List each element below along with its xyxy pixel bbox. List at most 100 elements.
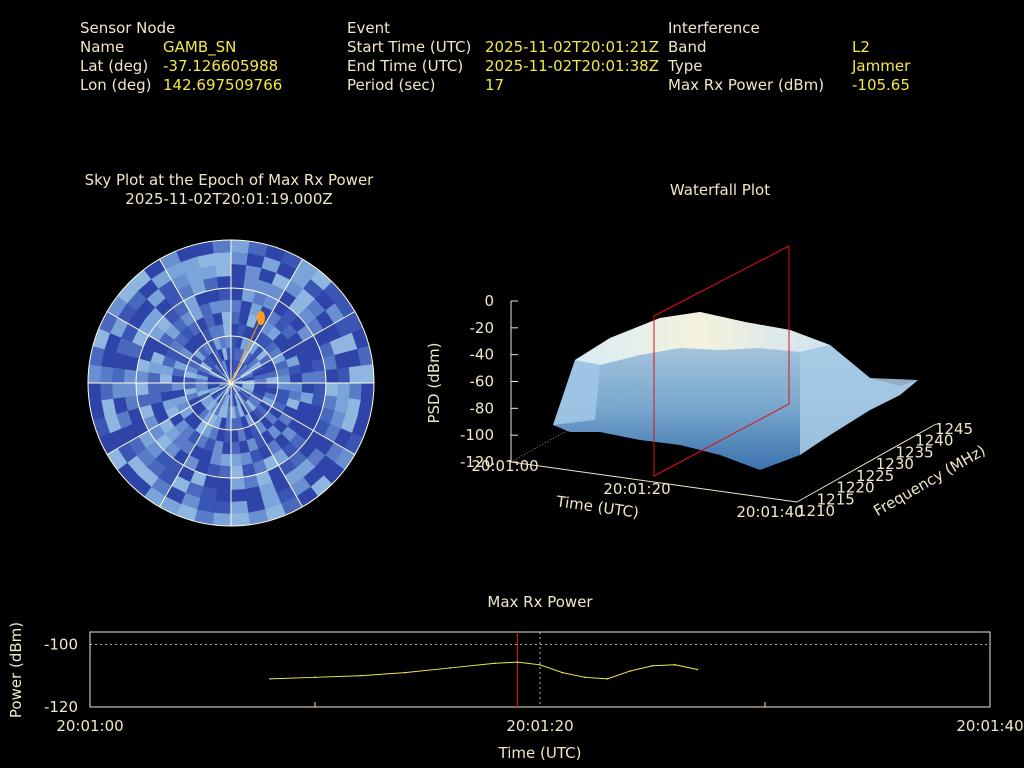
sky-cell <box>348 365 363 384</box>
wf-z-ticks: 0 -20 -40 -60 -80 -100 -120 <box>460 292 518 471</box>
sky-cell <box>135 370 149 384</box>
sky-cell <box>313 382 327 396</box>
maxrx-x-tick-label: 20:01:00 <box>56 717 123 735</box>
sky-cell <box>230 477 246 491</box>
sky-cell <box>230 500 249 515</box>
maxrx-point <box>561 671 564 674</box>
wf-time-tick-label: 20:01:00 <box>471 457 538 475</box>
maxrx-point <box>606 678 609 680</box>
sky-cell <box>212 512 232 526</box>
maxrx-point <box>404 671 406 674</box>
sky-cell <box>218 465 232 479</box>
sky-cell <box>230 240 250 254</box>
sky-spoke <box>230 382 356 455</box>
maxrx-grid <box>90 632 990 707</box>
sky-cell <box>99 382 114 401</box>
sky-cell <box>221 311 232 325</box>
wf-z-tick-label: -20 <box>470 319 495 337</box>
maxrx-chart: -100 -120 20:01:00 20:01:20 20:01:40 Time (… <box>7 622 1024 762</box>
sky-cell <box>135 382 149 396</box>
sky-cell <box>88 364 102 384</box>
sky-cell <box>230 429 240 443</box>
interference-band-label: Band <box>668 38 707 56</box>
maxrx-y-tick-label: -100 <box>44 636 78 654</box>
maxrx-x-tick-label: 20:01:20 <box>506 717 573 735</box>
maxrx-point <box>539 664 541 666</box>
sky-cell <box>230 453 243 467</box>
sky-cell <box>171 382 185 392</box>
wf-z-tick-label: 0 <box>484 292 494 310</box>
sky-hotspot <box>257 311 265 325</box>
sky-cell <box>337 382 351 399</box>
sky-cell <box>216 477 232 491</box>
interference-band-value: L2 <box>852 38 870 56</box>
sky-cell <box>230 251 249 266</box>
wf-freq-tick-label: 1240 <box>915 432 953 450</box>
maxrx-x-tick-label: 20:01:40 <box>956 717 1023 735</box>
sky-grid <box>87 239 375 527</box>
event-period-value: 17 <box>485 76 505 94</box>
sky-cell <box>216 275 232 289</box>
sky-cell <box>123 368 137 384</box>
sensor-lon-value: 142.697509766 <box>163 76 283 94</box>
wf-z-tick-label: -60 <box>470 373 495 391</box>
sensor-lat-label: Lat (deg) <box>80 57 149 75</box>
sky-cell <box>213 251 232 266</box>
maxrx-point <box>696 668 699 671</box>
wf-freq-tick-label: 1225 <box>856 467 894 485</box>
sky-cell <box>99 365 114 384</box>
sky-cell <box>230 441 241 455</box>
sensor-node-title: Sensor Node <box>80 19 176 37</box>
maxrx-title: Max Rx Power <box>487 593 593 611</box>
waterfall-plot: 0 -20 -40 -60 -80 -100 -120 PSD (dBm) 20:01:00… <box>425 245 989 522</box>
sky-spokes <box>88 240 374 526</box>
wf-surface-right <box>800 345 918 455</box>
sky-spoke <box>106 311 232 384</box>
wf-z-tick-label: -40 <box>470 346 495 364</box>
maxrx-y-label: Power (dBm) <box>7 622 25 718</box>
wf-z-tick-label: -120 <box>460 453 494 471</box>
wf-freq-tick-label: 1245 <box>935 420 973 438</box>
sky-cell <box>159 382 173 393</box>
wf-time-tick-label: 20:01:40 <box>736 503 803 521</box>
maxrx-series-points <box>269 661 699 680</box>
sensor-name-label: Name <box>80 38 125 56</box>
maxrx-point <box>314 676 316 679</box>
sky-plot <box>87 239 375 527</box>
interference-title: Interference <box>668 19 760 37</box>
sky-cell <box>230 465 244 479</box>
sky-cell <box>289 373 303 384</box>
event-title: Event <box>347 19 390 37</box>
sky-cell <box>222 323 232 337</box>
sky-cell <box>325 368 339 384</box>
sky-cell <box>111 382 125 399</box>
wf-time-axis <box>510 461 798 503</box>
sky-cell <box>88 382 102 402</box>
sky-cell <box>325 382 339 398</box>
sky-cell <box>215 263 232 277</box>
maxrx-x-ticks: 20:01:00 20:01:20 20:01:40 <box>56 717 1023 735</box>
interference-power-value: -105.65 <box>852 76 910 94</box>
sky-cell <box>219 453 232 467</box>
maxrx-point <box>651 664 654 667</box>
sky-cell <box>348 382 363 401</box>
sky-cell <box>360 364 374 384</box>
interference-type-value: Jammer <box>852 57 911 75</box>
sky-plot-title: Sky Plot at the Epoch of Max Rx Power <box>84 171 374 189</box>
sky-cell <box>301 371 315 384</box>
sky-cell <box>337 367 351 384</box>
wf-freq-tick-label: 1210 <box>797 502 835 520</box>
event-start-value: 2025-11-02T20:01:21Z <box>485 38 659 56</box>
sky-cell <box>111 367 125 384</box>
maxrx-y-tick-label: -120 <box>44 698 78 716</box>
wf-freq-tick-label: 1215 <box>817 490 855 508</box>
sky-spoke <box>230 258 303 384</box>
sky-cell <box>147 371 161 384</box>
maxrx-point <box>674 664 676 666</box>
sky-cell <box>147 382 161 395</box>
wf-time-ticks: 20:01:00 20:01:20 20:01:40 <box>471 457 803 521</box>
event-period-label: Period (sec) <box>347 76 436 94</box>
sky-spoke <box>230 311 356 384</box>
wf-freq-tick-label: 1220 <box>836 479 874 497</box>
sky-cell <box>212 240 232 254</box>
